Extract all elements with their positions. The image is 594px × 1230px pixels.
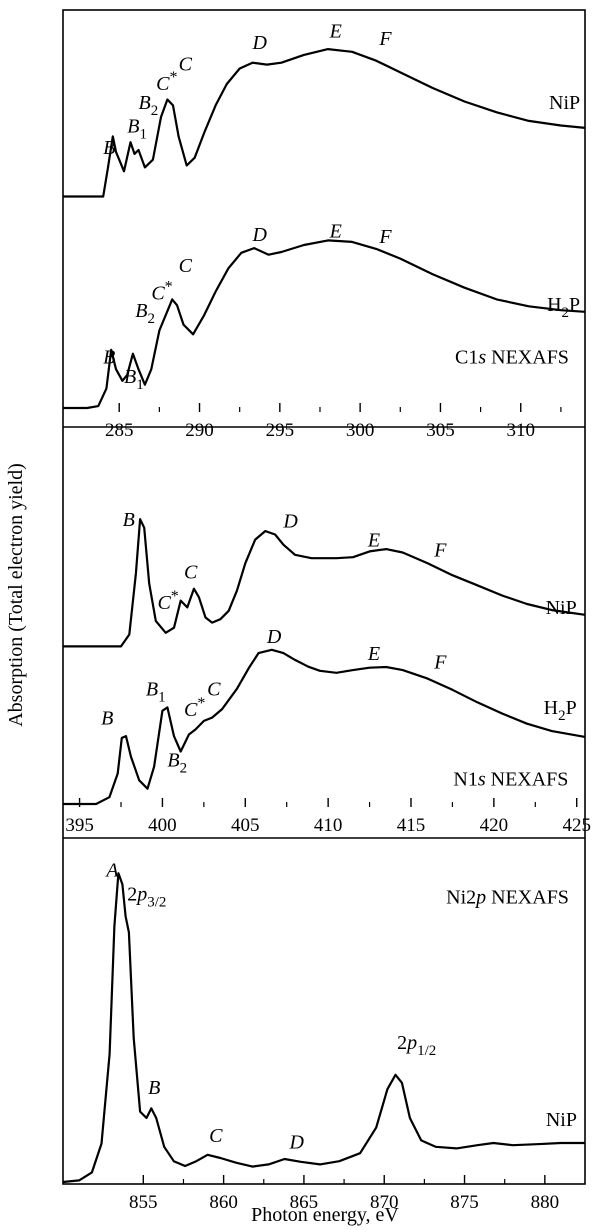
annotation-label: E [367, 643, 380, 665]
figure-frame [62, 9, 586, 1185]
panel-3: 855 860 865 870 875 880 A 2p3/2 Ni2p NEXAFS B C D 2p… [62, 859, 585, 1213]
annotation-label: F [378, 226, 392, 248]
annotation-label: E [329, 20, 342, 42]
annotation-label: F [433, 540, 447, 562]
annotation-label: C [209, 1125, 223, 1147]
x-axis-label: Photon energy, eV [251, 1204, 399, 1226]
x-tick-label: 425 [562, 815, 591, 836]
annotation-label: C* [157, 588, 178, 614]
x-tick-label: 870 [370, 1192, 399, 1213]
annotation-label: D [282, 511, 298, 533]
x-tick-label: 305 [426, 420, 455, 441]
annotation-label: B [103, 137, 115, 159]
annotation-label: NiP [546, 1109, 577, 1131]
annotation-label: C [184, 562, 198, 584]
annotation-label: NiP [546, 597, 577, 619]
annotation-label: H2P [544, 697, 577, 724]
annotation-label: B2 [138, 92, 158, 119]
annotation-label: B2 [167, 750, 187, 777]
annotation-label: D [252, 32, 268, 54]
annotation-label: N1s NEXAFS [453, 768, 568, 790]
annotation-label: C* [184, 695, 205, 721]
annotation-label: Ni2p NEXAFS [446, 887, 569, 909]
x-tick-label: 880 [531, 1192, 560, 1213]
x-tick-label: 865 [290, 1192, 319, 1213]
series-line-1 [63, 48, 586, 198]
series-line-1 [63, 518, 586, 648]
annotation-label: 2p1/2 [397, 1032, 436, 1059]
y-axis-label: Absorption (Total electron yield) [5, 463, 27, 727]
annotation-label: C [179, 53, 193, 75]
annotation-label: F [433, 651, 447, 673]
annotation-label: B [101, 707, 113, 729]
annotation-label: C1s NEXAFS [455, 346, 569, 368]
x-tick-label: 285 [105, 420, 134, 441]
annotation-label: B [148, 1077, 160, 1099]
x-tick-label: 295 [266, 420, 295, 441]
annotation-label: B2 [135, 300, 155, 327]
x-tick-label: 300 [346, 420, 375, 441]
annotation-label: E [367, 529, 380, 551]
series-line-2 [63, 648, 586, 806]
x-tick-label: 875 [450, 1192, 479, 1213]
series-line-2 [63, 239, 586, 410]
annotation-label: D [288, 1131, 304, 1153]
annotation-label: B [103, 346, 115, 368]
x-tick-label: 400 [148, 815, 177, 836]
x-tick-label: 290 [185, 420, 214, 441]
annotation-label: B [123, 509, 135, 531]
x-tick-label: 410 [314, 815, 343, 836]
x-tick-label: 860 [209, 1192, 238, 1213]
annotation-label: D [252, 224, 268, 246]
x-tick-label: 420 [480, 815, 509, 836]
annotation-label: F [378, 28, 392, 50]
x-tick-label: 855 [129, 1192, 158, 1213]
x-tick-label: 310 [507, 420, 536, 441]
annotation-label: C [179, 255, 193, 277]
annotation-label: NiP [549, 92, 580, 114]
annotation-label: B1 [146, 679, 166, 706]
annotation-label: E [329, 220, 342, 242]
annotation-label: C [207, 679, 221, 701]
annotation-label: H2P [547, 294, 580, 321]
annotation-label: C* [151, 278, 172, 304]
annotation-label: A [104, 859, 119, 881]
annotation-label: C* [156, 69, 177, 95]
x-tick-label: 395 [65, 815, 94, 836]
annotation-label: D [266, 626, 282, 648]
x-tick-label: 405 [231, 815, 260, 836]
x-tick-label: 415 [397, 815, 426, 836]
series-line-1 [62, 872, 585, 1184]
annotation-label: B1 [124, 366, 144, 393]
annotation-label: 2p3/2 [127, 883, 166, 910]
annotation-label: B1 [127, 116, 147, 143]
